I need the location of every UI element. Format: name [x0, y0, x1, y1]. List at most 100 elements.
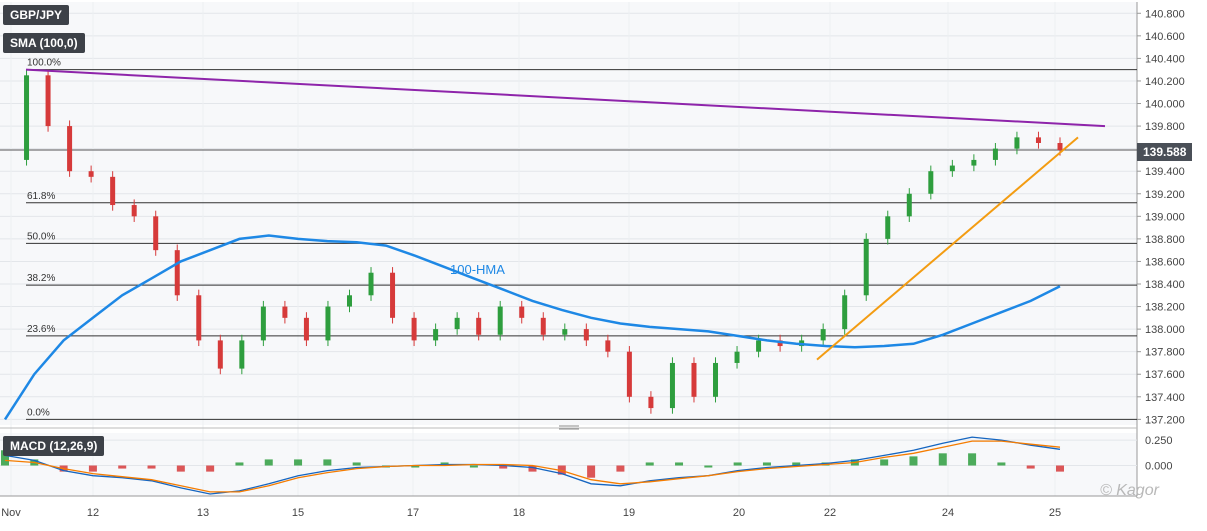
macd-histogram-bar	[323, 459, 332, 466]
macd-histogram-bar	[997, 462, 1006, 466]
macd-histogram-bar	[1056, 465, 1064, 472]
x-tick-label: 25	[1049, 507, 1061, 519]
macd-histogram-bar	[88, 465, 97, 472]
y-tick-label: 137.400	[1145, 392, 1185, 404]
candle-body	[433, 329, 439, 341]
symbol-badge: GBP/JPY	[3, 5, 70, 25]
candle-body	[713, 362, 719, 397]
macd-histogram-bar	[909, 456, 918, 466]
macd-badge: MACD (12,26,9)	[3, 436, 105, 456]
macd-histogram-bar	[792, 462, 801, 466]
candle-body	[239, 340, 245, 369]
price-pane-bg	[0, 2, 1137, 425]
fib-level-label: 100.0%	[27, 58, 61, 69]
macd-histogram-bar	[528, 465, 537, 472]
macd-histogram-bar	[880, 459, 889, 466]
y-tick-label: 139.800	[1145, 121, 1185, 133]
y-tick-label: 140.800	[1145, 8, 1185, 20]
candle-body	[24, 75, 30, 160]
candle-body	[131, 205, 137, 217]
candle-body	[390, 272, 396, 318]
y-tick-label: 138.400	[1145, 279, 1185, 291]
y-tick-label: 138.000	[1145, 324, 1185, 336]
x-tick-label: 20	[733, 507, 745, 519]
candle-body	[820, 329, 826, 341]
candle-body	[583, 329, 589, 341]
macd-histogram-bar	[1, 450, 9, 466]
y-tick-label: 140.200	[1145, 76, 1185, 88]
y-tick-label: 140.400	[1145, 53, 1185, 65]
y-tick-label: 138.600	[1145, 256, 1185, 268]
candle-body	[669, 362, 675, 409]
candle-body	[1057, 143, 1063, 150]
macd-tick-label: 0.000	[1145, 461, 1173, 473]
y-tick-label: 140.000	[1145, 99, 1185, 111]
candle-body	[110, 176, 116, 206]
candle-body	[906, 193, 912, 217]
macd-histogram-bar	[968, 453, 977, 466]
macd-histogram-bar	[616, 465, 625, 472]
x-tick-label: 22	[824, 507, 836, 519]
candle-body	[648, 396, 654, 409]
fib-level-label: 38.2%	[27, 273, 55, 284]
macd-histogram-bar	[264, 459, 273, 466]
candle-body	[949, 165, 955, 172]
y-tick-label: 140.600	[1145, 31, 1185, 43]
candle-body	[734, 351, 740, 363]
candle-body	[928, 171, 934, 194]
y-tick-label: 139.000	[1145, 211, 1185, 223]
support-trendline	[816, 136, 1079, 361]
candle-body	[519, 306, 525, 318]
candle-body	[368, 272, 374, 296]
x-tick-label: 19	[623, 507, 635, 519]
macd-histogram-bar	[733, 462, 742, 466]
macd-histogram-bar	[118, 465, 127, 469]
y-tick-label: 138.200	[1145, 302, 1185, 314]
y-tick-label: 137.800	[1145, 347, 1185, 359]
macd-histogram-bar	[1026, 465, 1035, 469]
macd-histogram-bar	[411, 465, 420, 468]
indicator-badge: SMA (100,0)	[3, 33, 85, 53]
candle-body	[626, 351, 632, 397]
hma-line	[3, 234, 1061, 421]
macd-histogram-bar	[469, 465, 478, 468]
candle-body	[346, 295, 352, 307]
macd-histogram-bar	[235, 462, 244, 466]
macd-histogram-bar	[938, 453, 947, 466]
current-price-tag: 139.588	[1137, 143, 1193, 161]
candle-body	[303, 317, 309, 341]
fib-level-label: 23.6%	[27, 324, 55, 335]
candle-body	[217, 340, 223, 369]
x-tick-label: 18	[513, 507, 525, 519]
y-tick-label: 139.400	[1145, 166, 1185, 178]
macd-histogram-bar	[147, 465, 156, 469]
candle-body	[1035, 137, 1041, 143]
macd-histogram-bar	[675, 462, 684, 466]
macd-histogram-bar	[704, 465, 713, 468]
candle-body	[992, 148, 998, 160]
candle-body	[756, 340, 762, 352]
y-tick-label: 138.800	[1145, 234, 1185, 246]
candle-body	[777, 340, 783, 347]
candle-body	[88, 171, 94, 177]
candle-body	[971, 159, 977, 166]
macd-histogram-bar	[352, 462, 361, 466]
y-tick-label: 139.200	[1145, 189, 1185, 201]
fib-level-label: 0.0%	[27, 407, 50, 418]
x-tick-label: 15	[292, 507, 304, 519]
candle-body	[691, 362, 697, 397]
candle-body	[67, 126, 73, 172]
candle-body	[562, 329, 568, 335]
macd-line	[4, 436, 1061, 495]
candle-body	[196, 295, 202, 341]
candle-body	[174, 250, 180, 296]
x-tick-label: 17	[407, 507, 419, 519]
candle-body	[540, 317, 546, 335]
fib-level-label: 50.0%	[27, 231, 55, 242]
macd-histogram-bar	[294, 459, 303, 466]
signal-line	[4, 440, 1061, 493]
x-tick-label: 24	[942, 507, 954, 519]
y-tick-label: 137.200	[1145, 414, 1185, 426]
